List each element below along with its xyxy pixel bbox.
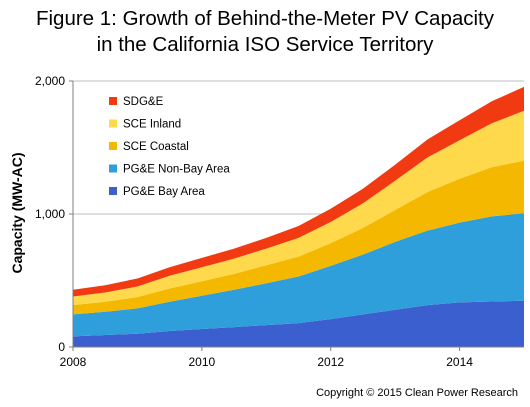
x-tick-label-2: 2012 (317, 355, 344, 369)
x-tick-label-3: 2014 (446, 355, 473, 369)
legend-swatch-2 (109, 142, 117, 150)
axes: 0 1,000 2,000 2008 2010 2012 2014 (35, 74, 524, 369)
legend-swatch-4 (109, 187, 117, 195)
area-series-0 (73, 300, 524, 347)
legend-swatch-3 (109, 164, 117, 173)
legend: SDG&E SCE Inland SCE Coastal PG&E Non-Bay A… (109, 96, 230, 198)
chart-title: Figure 1: Growth of Behind-the-Meter PV … (0, 6, 530, 58)
y-tick-label-2: 2,000 (35, 74, 65, 88)
y-tick-label-1: 1,000 (35, 207, 65, 221)
legend-swatch-0 (109, 97, 117, 105)
legend-swatch-1 (109, 119, 117, 128)
area-series-3 (73, 110, 524, 306)
legend-label-2: SCE Coastal (123, 141, 189, 153)
x-tick-label-1: 2010 (189, 355, 216, 369)
x-tick-label-0: 2008 (60, 355, 87, 369)
area-series-2 (73, 160, 524, 315)
copyright-notice: Copyright © 2015 Clean Power Research (316, 387, 518, 399)
chart-title-line-2: in the California ISO Service Territory (96, 33, 434, 56)
chart-title-line-1: Figure 1: Growth of Behind-the-Meter PV … (35, 7, 495, 30)
stacked-areas (73, 86, 524, 347)
legend-label-1: SCE Inland (123, 119, 181, 131)
legend-label-4: PG&E Bay Area (123, 186, 205, 198)
y-axis-label: Capacity (MW-AC) (9, 152, 25, 273)
area-series-1 (73, 213, 524, 337)
y-tick-label-0: 0 (58, 340, 65, 354)
legend-label-3: PG&E Non-Bay Area (123, 164, 230, 176)
legend-label-0: SDG&E (123, 96, 164, 108)
